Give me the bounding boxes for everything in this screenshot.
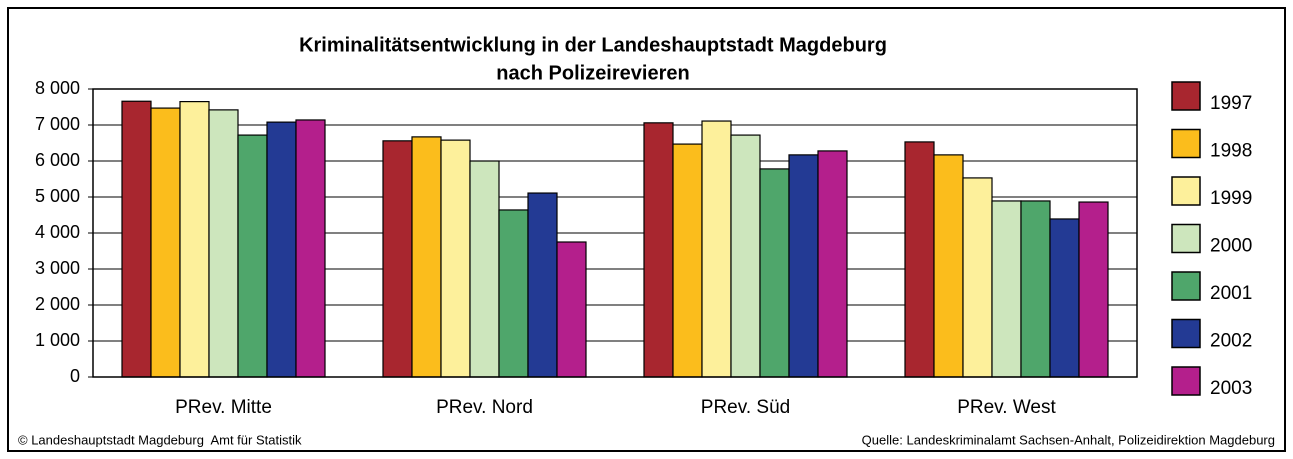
bar [962, 177, 993, 378]
legend-label: 2001 [1210, 283, 1252, 304]
bar [266, 121, 297, 378]
bar [179, 100, 210, 378]
bar [469, 160, 500, 378]
footer-left: © Landeshauptstadt Magdeburg Amt für Sta… [18, 432, 302, 447]
legend-swatch [1171, 223, 1201, 254]
bar [817, 150, 848, 378]
y-tick-label: 5 000 [35, 186, 80, 206]
footer-right: Quelle: Landeskriminalamt Sachsen-Anhalt… [862, 432, 1275, 447]
bar [904, 141, 935, 378]
y-tick-label: 4 000 [35, 222, 80, 242]
bar [1049, 218, 1080, 378]
y-tick-label: 7 000 [35, 114, 80, 134]
bar [730, 134, 761, 378]
bar [411, 136, 442, 378]
bar [150, 107, 181, 378]
chart-subtitle: nach Polizeirevieren [496, 62, 689, 84]
legend-swatch [1171, 318, 1201, 349]
legend-swatch [1171, 271, 1201, 301]
bar [1020, 200, 1051, 378]
legend-swatch [1171, 81, 1201, 111]
x-tick-label: PRev. West [957, 397, 1056, 418]
bar [208, 109, 239, 378]
legend-label: 2002 [1210, 331, 1252, 352]
bar [672, 143, 703, 378]
legend-swatch [1171, 128, 1201, 159]
legend-label: 1999 [1210, 188, 1252, 209]
chart-title: Kriminalitätsentwicklung in der Landesha… [299, 34, 887, 56]
x-tick-label: PRev. Süd [701, 397, 790, 418]
bar [121, 100, 152, 378]
bar [498, 209, 529, 378]
y-tick-label: 8 000 [35, 78, 80, 98]
x-tick-label: PRev. Nord [436, 397, 533, 418]
legend-label: 1997 [1210, 93, 1252, 114]
y-tick-label: 2 000 [35, 294, 80, 314]
legend-label: 1998 [1210, 141, 1252, 162]
bar [295, 119, 326, 378]
y-tick-label: 3 000 [35, 258, 80, 278]
bar [701, 120, 732, 378]
legend-label: 2003 [1210, 378, 1252, 399]
bar [933, 154, 964, 378]
bar [759, 168, 790, 378]
legend-swatch [1171, 366, 1201, 396]
y-tick-label: 0 [70, 366, 80, 386]
x-tick-label: PRev. Mitte [175, 397, 272, 418]
bar [527, 192, 558, 378]
bar [556, 241, 587, 378]
legend-label: 2000 [1210, 236, 1252, 257]
bar [788, 154, 819, 378]
y-tick-label: 1 000 [35, 330, 80, 350]
bar [237, 134, 268, 378]
bar [382, 140, 413, 378]
legend-swatch [1171, 176, 1201, 206]
bar [440, 139, 471, 378]
plot-frame [92, 88, 1138, 378]
bar [991, 200, 1022, 378]
bar [1078, 201, 1109, 378]
y-tick-label: 6 000 [35, 150, 80, 170]
bar [643, 122, 674, 378]
